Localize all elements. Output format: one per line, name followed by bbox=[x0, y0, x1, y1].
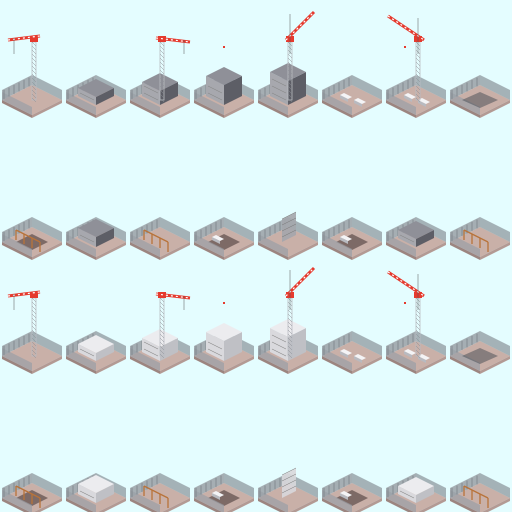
car bbox=[354, 98, 366, 107]
construction-tile bbox=[0, 256, 64, 384]
scaffold bbox=[281, 211, 297, 242]
fence bbox=[194, 473, 254, 512]
crane-cab-icon bbox=[30, 36, 38, 42]
fence bbox=[322, 217, 382, 257]
construction-tile bbox=[64, 128, 128, 260]
marker-flag-icon bbox=[223, 46, 225, 48]
excavation-pit bbox=[462, 92, 498, 108]
wood-frame bbox=[15, 229, 41, 252]
tower-crane bbox=[155, 36, 191, 103]
crane-cab-icon bbox=[30, 292, 38, 298]
fence bbox=[386, 331, 446, 371]
fence bbox=[322, 473, 382, 512]
fence bbox=[450, 473, 510, 512]
construction-tile bbox=[128, 128, 192, 260]
wood-frame bbox=[143, 485, 169, 508]
car bbox=[354, 354, 366, 363]
construction-tile bbox=[448, 0, 512, 128]
construction-tile bbox=[192, 256, 256, 384]
construction-tile bbox=[192, 128, 256, 260]
fence bbox=[130, 217, 190, 257]
construction-tile bbox=[128, 384, 192, 512]
car bbox=[340, 491, 352, 500]
tower-crane bbox=[7, 290, 41, 359]
construction-tile bbox=[128, 0, 192, 128]
construction-tile bbox=[192, 384, 256, 512]
car bbox=[404, 93, 416, 102]
building bbox=[206, 323, 242, 361]
construction-tile bbox=[320, 256, 384, 384]
construction-tile bbox=[320, 128, 384, 260]
car bbox=[404, 349, 416, 358]
construction-tile bbox=[320, 384, 384, 512]
sprite-row bbox=[0, 256, 512, 384]
construction-tile bbox=[256, 384, 320, 512]
tower-crane bbox=[155, 292, 191, 359]
building-slab bbox=[78, 79, 114, 105]
marker-flag-icon bbox=[223, 302, 225, 304]
construction-tile bbox=[128, 256, 192, 384]
excavation-pit bbox=[462, 348, 498, 364]
building bbox=[270, 63, 306, 105]
construction-tile bbox=[64, 0, 128, 128]
construction-tile bbox=[384, 128, 448, 260]
sprite-row bbox=[0, 384, 512, 512]
sprite-row bbox=[0, 128, 512, 260]
fence bbox=[2, 217, 62, 257]
construction-tile bbox=[448, 128, 512, 260]
wood-frame bbox=[143, 229, 169, 252]
building bbox=[142, 329, 178, 361]
construction-tile bbox=[256, 0, 320, 128]
sprite-row bbox=[0, 0, 512, 128]
fence bbox=[2, 75, 62, 115]
scaffold bbox=[281, 467, 297, 498]
building-slab bbox=[398, 221, 434, 247]
construction-tile bbox=[0, 128, 64, 260]
fence bbox=[2, 331, 62, 371]
construction-tile bbox=[64, 256, 128, 384]
fence bbox=[450, 217, 510, 257]
building bbox=[78, 219, 114, 247]
tower-crane bbox=[7, 34, 41, 103]
construction-tile bbox=[448, 384, 512, 512]
construction-tile bbox=[192, 0, 256, 128]
tower-crane bbox=[387, 14, 425, 103]
construction-tile bbox=[448, 256, 512, 384]
fence bbox=[2, 473, 62, 512]
construction-tile bbox=[384, 256, 448, 384]
marker-flag-icon bbox=[404, 302, 406, 304]
car bbox=[340, 349, 352, 358]
building bbox=[206, 67, 242, 105]
tower-crane bbox=[284, 10, 316, 103]
building-slab bbox=[398, 477, 434, 503]
car bbox=[340, 93, 352, 102]
car bbox=[340, 235, 352, 244]
construction-tile bbox=[384, 0, 448, 128]
construction-tile bbox=[64, 384, 128, 512]
construction-tile bbox=[0, 0, 64, 128]
car bbox=[212, 491, 224, 500]
wood-frame bbox=[463, 485, 489, 508]
wood-frame bbox=[15, 485, 41, 508]
tower-crane bbox=[284, 266, 316, 359]
fence bbox=[386, 75, 446, 115]
fence bbox=[322, 75, 382, 115]
fence bbox=[194, 217, 254, 257]
building bbox=[78, 475, 114, 503]
construction-tile bbox=[0, 384, 64, 512]
construction-tile bbox=[256, 128, 320, 260]
marker-flag-icon bbox=[404, 46, 406, 48]
construction-tile bbox=[256, 256, 320, 384]
fence bbox=[450, 75, 510, 115]
car bbox=[212, 235, 224, 244]
construction-tile bbox=[320, 0, 384, 128]
building-slab bbox=[78, 335, 114, 361]
tower-crane bbox=[387, 270, 425, 359]
fence bbox=[322, 331, 382, 371]
fence bbox=[450, 331, 510, 371]
wood-frame bbox=[463, 229, 489, 252]
construction-tile bbox=[384, 384, 448, 512]
